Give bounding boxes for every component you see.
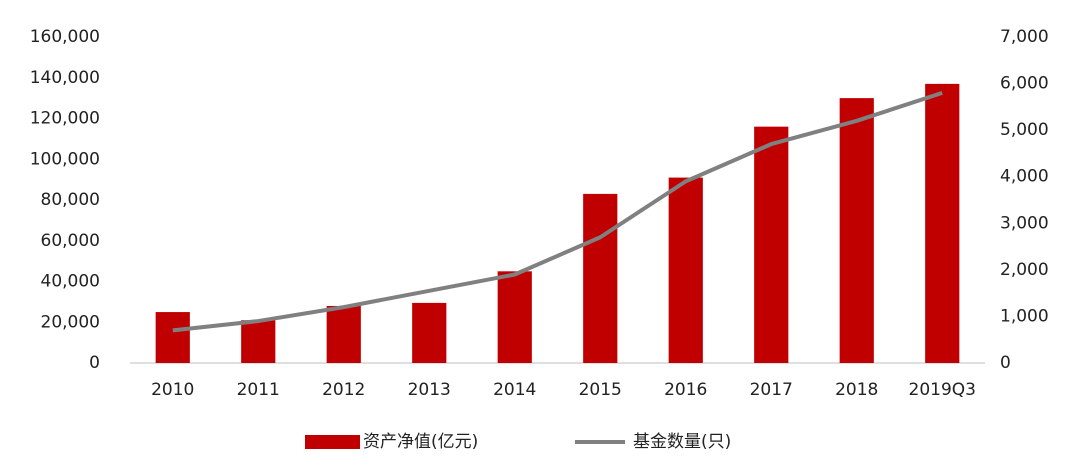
x-tick-label: 2011: [237, 380, 280, 400]
x-tick-label: 2016: [664, 380, 707, 400]
x-tick-label: 2012: [322, 380, 365, 400]
y2-tick-label: 4,000: [1000, 167, 1049, 187]
bar: [326, 305, 361, 363]
legend-swatch: [305, 435, 360, 449]
bar: [155, 312, 190, 363]
y2-tick-label: 0: [1000, 353, 1011, 373]
bar: [412, 302, 447, 363]
y-tick-label: 60,000: [41, 231, 100, 251]
bar: [583, 193, 618, 363]
x-tick-label: 2013: [408, 380, 451, 400]
x-tick-label: 2010: [151, 380, 194, 400]
bar: [925, 83, 960, 364]
y-tick-label: 20,000: [41, 312, 100, 332]
y2-tick-label: 7,000: [1000, 27, 1049, 47]
y-tick-label: 0: [89, 353, 100, 373]
y-tick-label: 160,000: [30, 27, 100, 47]
y-tick-label: 80,000: [41, 190, 100, 210]
legend-label: 基金数量(只): [633, 432, 731, 452]
y-tick-label: 120,000: [30, 109, 100, 129]
y2-tick-label: 3,000: [1000, 213, 1049, 233]
y-tick-label: 100,000: [30, 149, 100, 169]
x-tick-label: 2015: [579, 380, 622, 400]
bar: [754, 126, 789, 364]
line: [172, 90, 943, 333]
x-tick-label: 2017: [750, 380, 793, 400]
y-tick-label: 40,000: [41, 272, 100, 292]
x-tick-label: 2014: [493, 380, 536, 400]
y2-tick-label: 1,000: [1000, 306, 1049, 326]
bar: [497, 271, 532, 363]
x-tick-label: 2019Q3: [909, 380, 976, 400]
y2-tick-label: 6,000: [1000, 74, 1049, 94]
y-tick-label: 140,000: [30, 68, 100, 88]
bar: [839, 98, 874, 363]
bar: [668, 177, 703, 363]
y2-tick-label: 5,000: [1000, 120, 1049, 140]
y2-tick-label: 2,000: [1000, 260, 1049, 280]
legend-label: 资产净值(亿元): [363, 432, 478, 452]
x-tick-label: 2018: [835, 380, 878, 400]
bar: [241, 320, 276, 363]
